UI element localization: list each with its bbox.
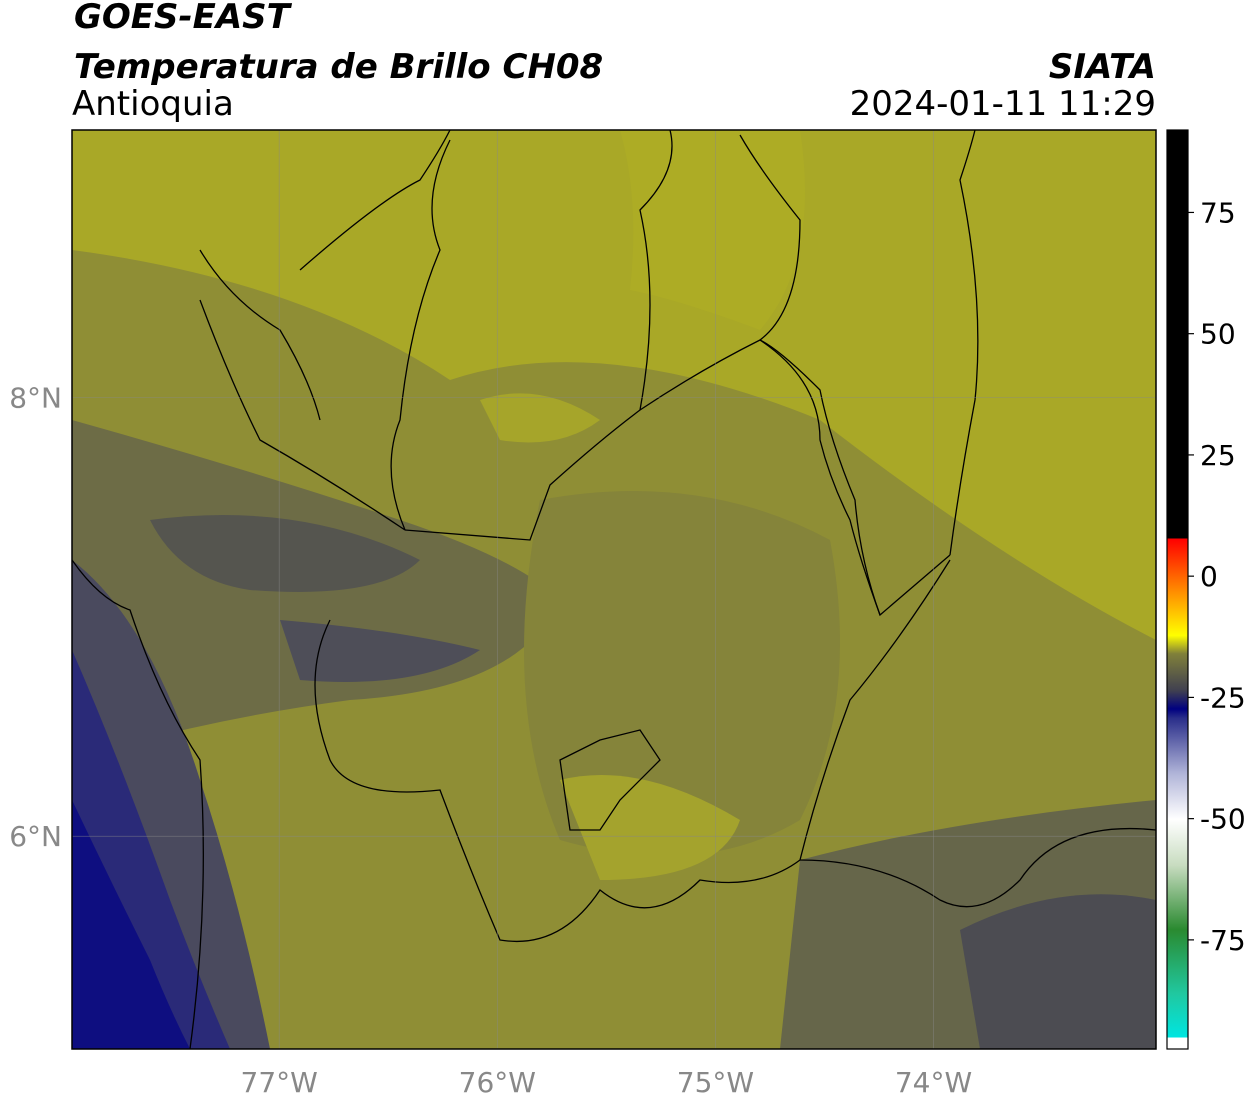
region: Antioquia [72,84,234,124]
colorbar-tick-label: -75 [1200,924,1246,957]
colorbar-tick-label: 0 [1200,560,1218,593]
grid [72,130,1156,1049]
colorbar-tick-label: 25 [1200,439,1236,472]
datetime: 2024-01-11 11:29 [850,84,1156,124]
y-tick-label: 8°N [9,382,62,415]
x-tick-label: 77°W [241,1066,318,1099]
y-tick-label: 6°N [9,820,62,853]
x-tick-label: 76°W [459,1066,536,1099]
subtitle: Temperatura de Brillo CH08 [74,47,603,87]
title: GOES-EAST [74,0,293,37]
colorbar-tick-label: 75 [1200,196,1236,229]
source: SIATA [1049,47,1156,87]
map-frame [71,129,1157,1050]
x-tick-label: 75°W [677,1066,754,1099]
x-tick-label: 74°W [895,1066,972,1099]
colorbar-tick-label: -25 [1200,681,1246,714]
colorbar-tick-label: 50 [1200,318,1236,351]
colorbar [1166,129,1189,1050]
colorbar-tick-label: -50 [1200,803,1246,836]
map-field [72,130,1156,1049]
